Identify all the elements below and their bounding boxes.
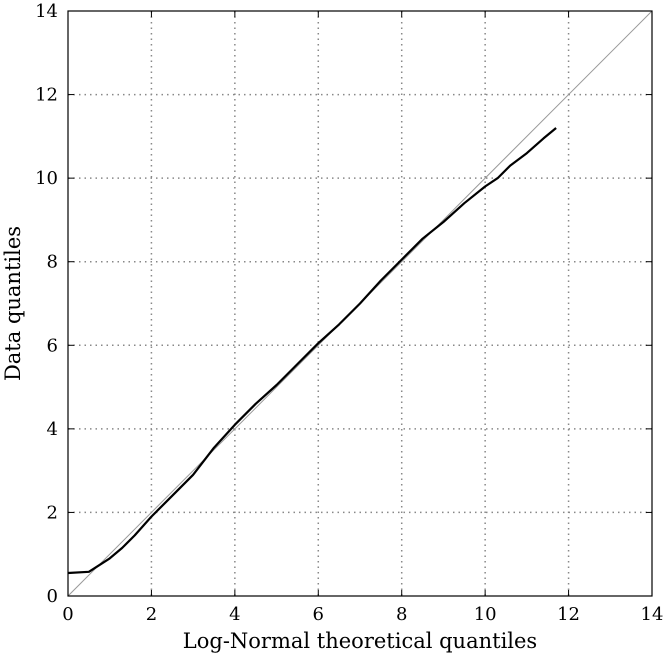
y-tick-label: 12: [35, 85, 58, 106]
x-tick-label: 2: [146, 604, 157, 625]
y-tick-label: 8: [47, 252, 58, 273]
grid: [68, 11, 652, 596]
x-tick-label: 0: [62, 604, 73, 625]
x-axis-label: Log-Normal theoretical quantiles: [183, 629, 537, 653]
y-tick-label: 14: [35, 1, 58, 22]
y-ticks: 0 2 4 6 8 10 12 14: [35, 1, 652, 607]
x-tick-label: 8: [396, 604, 407, 625]
y-tick-label: 2: [47, 502, 58, 523]
x-tick-label: 10: [474, 604, 497, 625]
y-tick-label: 4: [47, 419, 58, 440]
series-line: [67, 127, 557, 575]
y-axis-label: Data quantiles: [1, 226, 25, 381]
x-tick-label: 6: [313, 604, 324, 625]
y-tick-label: 6: [47, 335, 58, 356]
x-ticks: 0 2 4 6 8 10 12 14: [62, 11, 663, 625]
x-tick-label: 4: [229, 604, 240, 625]
plot-frame: [67, 10, 653, 597]
x-tick-label: 14: [641, 604, 664, 625]
y-tick-label: 0: [47, 586, 58, 607]
x-tick-label: 12: [557, 604, 580, 625]
y-tick-label: 10: [35, 168, 58, 189]
